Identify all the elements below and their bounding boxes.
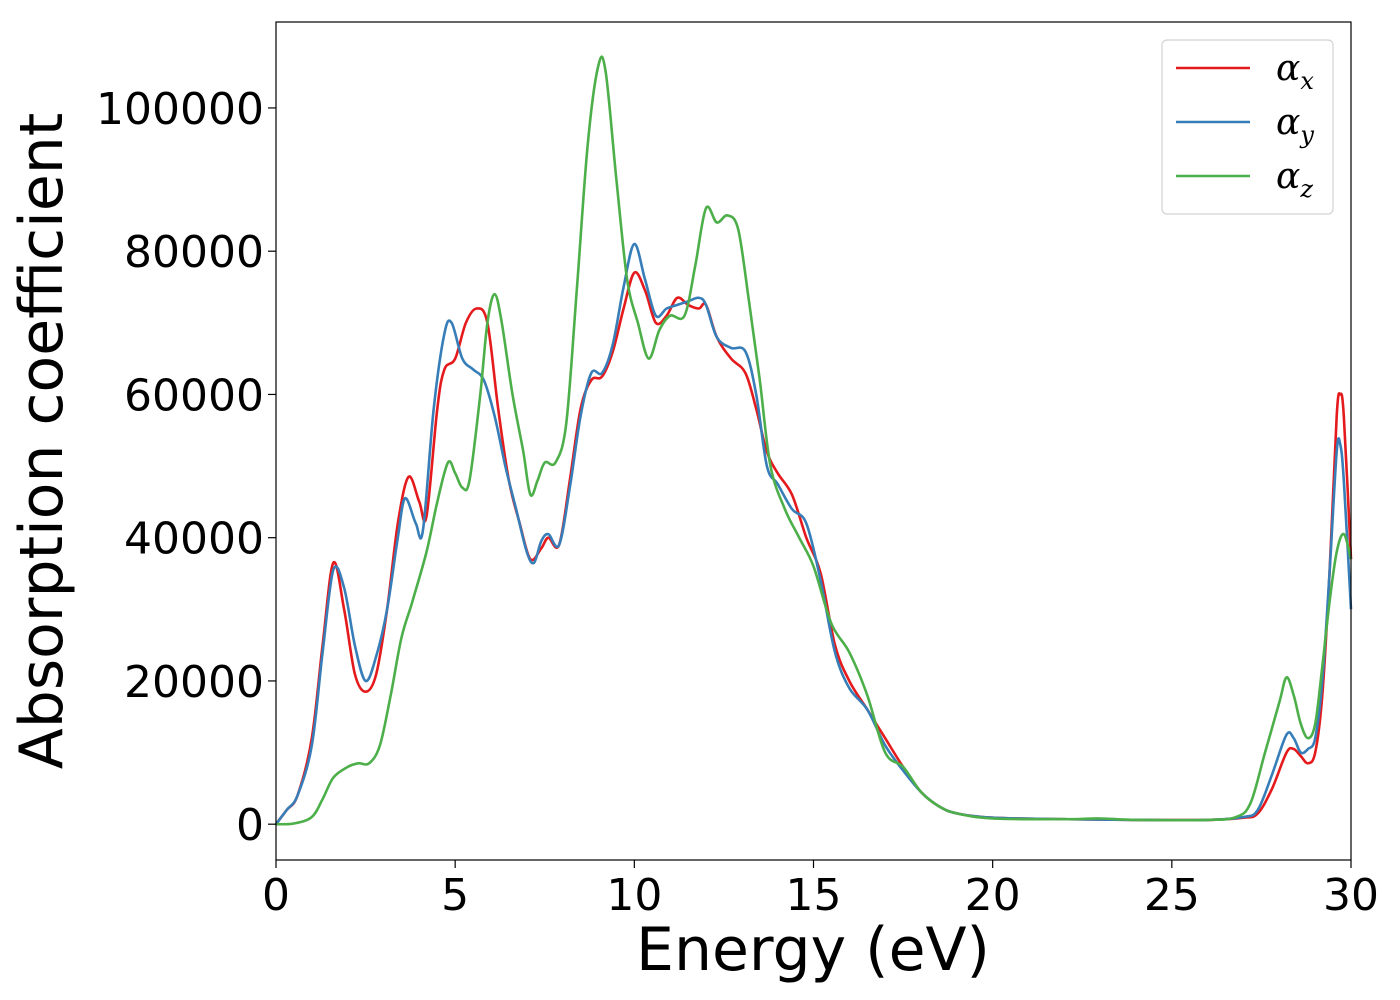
- y-axis-ticks: 0 20000 40000 60000 80000 100000: [96, 84, 276, 851]
- x-axis-label: Energy (eV): [636, 915, 990, 985]
- y-tick-label: 60000: [124, 370, 264, 421]
- legend-label-z: αz: [1276, 156, 1313, 203]
- y-tick-label: 80000: [124, 227, 264, 278]
- y-tick-label: 0: [236, 800, 264, 851]
- y-axis-label: Absorption coefficient: [7, 113, 77, 770]
- x-tick-label: 10: [606, 870, 662, 921]
- series-line-x: [274, 270, 1353, 825]
- x-tick-label: 15: [786, 870, 842, 921]
- x-tick-label: 20: [965, 870, 1021, 921]
- legend-label-y: αy: [1276, 102, 1314, 149]
- series-lines: [274, 55, 1353, 826]
- y-tick-label: 40000: [124, 514, 264, 565]
- x-tick-label: 5: [441, 870, 469, 921]
- legend: αx αy αz: [1161, 39, 1334, 215]
- x-tick-label: 25: [1144, 870, 1200, 921]
- x-axis-ticks: 0 5 10 15 20 25 30: [262, 860, 1379, 921]
- x-tick-label: 30: [1323, 870, 1379, 921]
- x-tick-label: 0: [262, 870, 290, 921]
- y-tick-label: 20000: [124, 657, 264, 708]
- y-tick-label: 100000: [96, 84, 264, 135]
- legend-label-x: αx: [1276, 48, 1314, 95]
- series-line-z: [275, 55, 1353, 826]
- series-line-y: [274, 242, 1353, 825]
- legend-box: [1161, 39, 1334, 215]
